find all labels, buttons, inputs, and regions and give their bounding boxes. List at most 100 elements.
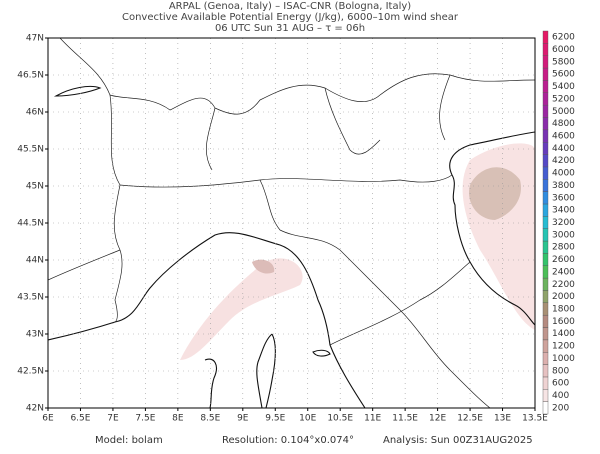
- y-tick-label: 42.5N: [17, 367, 44, 377]
- x-tick-label: 11.5E: [392, 414, 418, 424]
- colorbar-box: [542, 179, 549, 192]
- colorbar-box: [542, 376, 549, 390]
- colorbar-label: 3600: [552, 193, 575, 203]
- x-tick-label: 10E: [299, 414, 316, 424]
- border: [205, 74, 451, 171]
- colorbar-label: 3400: [552, 206, 575, 216]
- colorbar-box: [542, 154, 549, 168]
- colorbar-box: [542, 191, 549, 205]
- colorbar-label: 4000: [552, 169, 575, 179]
- y-tick-label: 46.5N: [17, 71, 44, 81]
- colorbar-label: 2000: [552, 292, 575, 302]
- colorbar-label: 5400: [552, 82, 575, 92]
- coastline: [312, 349, 331, 357]
- x-tick-label: 12.5E: [457, 414, 483, 424]
- colorbar-label: 400: [552, 391, 569, 401]
- colorbar-box: [542, 253, 549, 266]
- colorbar-label: 1400: [552, 329, 575, 339]
- colorbar-box: [542, 67, 549, 81]
- time-label: 06 UTC Sun 31 AUG – τ = 06h: [215, 23, 365, 34]
- x-tick-label: 8.5E: [200, 414, 220, 424]
- colorbar-box: [542, 401, 549, 415]
- colorbar-box: [542, 141, 549, 155]
- colorbar-label: 600: [552, 379, 569, 389]
- coastline: [449, 131, 535, 326]
- colorbar-label: 4600: [552, 132, 575, 142]
- colorbar-box: [542, 327, 549, 341]
- colorbar-label: 2200: [552, 280, 575, 290]
- cape-shade: [252, 259, 275, 274]
- colorbar-label: 4800: [552, 119, 575, 129]
- colorbar-label: 5600: [552, 70, 575, 80]
- y-tick-label: 43N: [26, 330, 44, 340]
- border: [259, 179, 491, 408]
- colorbar-box: [542, 104, 549, 118]
- colorbar-label: 5000: [552, 107, 575, 117]
- x-tick-label: 9.5E: [265, 414, 285, 424]
- colorbar-label: 4200: [552, 156, 575, 166]
- colorbar-box: [542, 302, 549, 316]
- border: [109, 94, 123, 323]
- x-tick-label: 12E: [429, 414, 446, 424]
- colorbar-box: [542, 389, 549, 402]
- colorbar-box: [542, 203, 549, 217]
- colorbar-box: [542, 43, 549, 56]
- x-tick-label: 13E: [494, 414, 511, 424]
- colorbar-label: 3200: [552, 218, 575, 228]
- x-tick-label: 7E: [107, 414, 119, 424]
- colorbar-label: 200: [552, 403, 569, 413]
- colorbar-label: 2800: [552, 243, 575, 253]
- coastline: [53, 85, 102, 97]
- plot-frame: [47, 37, 536, 409]
- colorbar-label: 1200: [552, 342, 575, 352]
- footer-resolution: Resolution: 0.104°x0.074°: [222, 435, 354, 446]
- y-tick-label: 42N: [26, 404, 44, 414]
- colorbar-box: [542, 352, 549, 365]
- x-tick-label: 6E: [42, 414, 54, 424]
- x-tick-label: 7.5E: [135, 414, 155, 424]
- colorbar-box: [542, 265, 549, 279]
- coastline: [256, 333, 276, 408]
- y-tick-label: 44.5N: [17, 219, 44, 229]
- colorbar-box: [542, 364, 549, 378]
- colorbar-label: 4400: [552, 144, 575, 154]
- colorbar-box: [542, 129, 549, 143]
- colorbar-label: 6200: [552, 33, 575, 43]
- colorbar-box: [542, 290, 549, 304]
- colorbar-label: 5200: [552, 94, 575, 104]
- y-tick-label: 43.5N: [17, 293, 44, 303]
- x-tick-label: 13.5E: [522, 414, 548, 424]
- y-tick-label: 45N: [26, 182, 44, 192]
- colorbar-label: 3800: [552, 181, 575, 191]
- colorbar-box: [542, 166, 549, 180]
- colorbar-label: 2400: [552, 267, 575, 277]
- colorbar-label: 1000: [552, 354, 575, 364]
- colorbar-label: 6000: [552, 45, 575, 55]
- subtitle: Convective Available Potential Energy (J…: [122, 12, 459, 23]
- border: [59, 38, 535, 115]
- colorbar-box: [542, 117, 549, 131]
- y-tick-label: 45.5N: [17, 145, 44, 155]
- colorbar-box: [542, 240, 549, 254]
- colorbar-box: [542, 228, 549, 242]
- cape-shade: [469, 167, 521, 220]
- border: [119, 174, 453, 188]
- colorbar-box: [542, 80, 549, 93]
- colorbar-box: [542, 339, 549, 353]
- colorbar-label: 5800: [552, 57, 575, 67]
- colorbar-label: 3000: [552, 230, 575, 240]
- coastline: [48, 232, 366, 408]
- colorbar-label: 1600: [552, 317, 575, 327]
- colorbar-box: [542, 55, 549, 69]
- y-tick-label: 46N: [26, 108, 44, 118]
- x-tick-label: 8E: [172, 414, 184, 424]
- cape-shade: [180, 258, 303, 360]
- map-area: [48, 38, 535, 408]
- footer-analysis: Analysis: Sun 00Z31AUG2025: [383, 435, 533, 446]
- colorbar-label: 2600: [552, 255, 575, 265]
- colorbar-box: [542, 314, 549, 328]
- x-tick-label: 11E: [364, 414, 381, 424]
- coastline: [204, 358, 217, 408]
- colorbar-box: [542, 277, 549, 291]
